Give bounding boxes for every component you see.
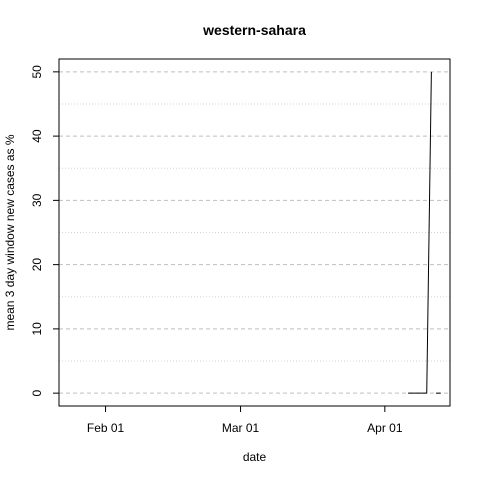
y-tick-label: 0 (30, 389, 44, 396)
y-axis: 0 10 20 30 40 50 (30, 65, 59, 396)
x-axis-label: date (243, 450, 267, 464)
y-tick-label: 50 (30, 65, 44, 79)
y-axis-label: mean 3 day window new cases as % (3, 134, 17, 330)
x-tick-label: Mar 01 (222, 421, 260, 435)
x-tick-label: Apr 01 (367, 421, 403, 435)
y-tick-label: 40 (30, 129, 44, 143)
grid-lines (59, 71, 450, 394)
chart-title: western-sahara (202, 22, 306, 38)
y-tick-label: 30 (30, 193, 44, 207)
x-axis: Feb 01 Mar 01 Apr 01 (87, 406, 403, 435)
y-tick-label: 10 (30, 322, 44, 336)
series-line (408, 71, 432, 394)
y-tick-label: 20 (30, 258, 44, 272)
x-tick-label: Feb 01 (87, 421, 125, 435)
plot-frame (58, 58, 451, 407)
series-layer (408, 71, 441, 394)
